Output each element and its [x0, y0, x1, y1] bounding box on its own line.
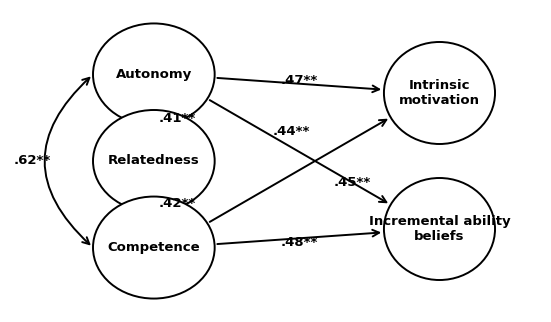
Text: Intrinsic
motivation: Intrinsic motivation — [399, 79, 480, 107]
Text: .45**: .45** — [333, 176, 371, 189]
Text: .41**: .41** — [159, 112, 196, 125]
Ellipse shape — [93, 24, 215, 126]
Text: Competence: Competence — [107, 241, 200, 254]
Text: .62**: .62** — [14, 155, 51, 167]
Text: .48**: .48** — [280, 236, 318, 250]
Text: .44**: .44** — [273, 125, 310, 138]
Text: Autonomy: Autonomy — [116, 68, 192, 81]
Text: .47**: .47** — [280, 74, 318, 87]
Ellipse shape — [384, 178, 495, 280]
Ellipse shape — [93, 196, 215, 298]
Text: Relatedness: Relatedness — [108, 155, 199, 167]
Ellipse shape — [384, 42, 495, 144]
Text: Incremental ability
beliefs: Incremental ability beliefs — [369, 215, 510, 243]
Text: .42**: .42** — [159, 197, 196, 210]
Ellipse shape — [93, 110, 215, 212]
